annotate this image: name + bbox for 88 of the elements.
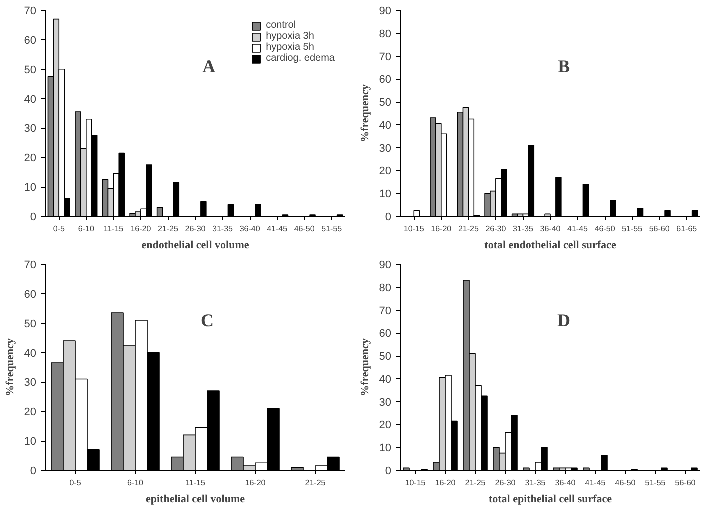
legend-label: hypoxia 5h: [266, 42, 314, 53]
y-tick-label: 70: [24, 6, 37, 18]
y-tick-label: 80: [379, 28, 392, 40]
x-tick-label: 51-55: [622, 224, 644, 234]
y-tick-label: 60: [379, 328, 392, 340]
x-tick-label: 41-45: [585, 478, 606, 488]
y-tick-label: 0: [30, 212, 37, 224]
x-tick-label: 61-65: [676, 224, 698, 234]
y-axis-title: %frequency: [359, 338, 372, 396]
y-axis-title: %frequency: [359, 84, 372, 142]
x-tick-label: 6-10: [127, 478, 144, 488]
x-tick-label: 51-55: [322, 224, 343, 234]
x-axis-title: epithelial cell volume: [146, 494, 246, 506]
x-tick-label: 21-25: [158, 224, 180, 234]
y-tick-label: 50: [379, 97, 392, 110]
x-tick-label: 41-45: [267, 224, 288, 234]
y-tick-label: 70: [379, 51, 392, 64]
y-tick-label: 10: [24, 182, 37, 194]
x-tick-label: 16-20: [130, 224, 152, 234]
y-tick-label: 40: [24, 94, 37, 106]
y-tick-label: 40: [24, 348, 37, 360]
legend-label: cardiog. edema: [266, 53, 335, 64]
x-tick-label: 21-25: [458, 224, 480, 234]
text: D: [558, 310, 570, 330]
x-tick-label: 31-35: [525, 478, 546, 488]
text: A: [202, 56, 216, 76]
y-tick-label: 10: [379, 442, 392, 455]
y-tick-label: 40: [379, 374, 392, 386]
x-tick-label: 11-15: [186, 478, 206, 488]
y-tick-label: 60: [379, 74, 392, 86]
y-tick-label: 60: [24, 34, 37, 47]
y-tick-label: 0: [30, 466, 37, 478]
y-tick-label: 90: [379, 260, 392, 272]
x-tick-label: 36-40: [240, 224, 261, 234]
x-tick-label: 0-5: [70, 478, 82, 488]
x-tick-label: 46-50: [294, 224, 316, 234]
y-tick-label: 50: [24, 64, 37, 76]
x-tick-label: 41-45: [568, 224, 589, 234]
x-tick-label: 16-20: [431, 224, 452, 234]
x-tick-label: 36-40: [540, 224, 562, 234]
y-tick-label: 30: [24, 123, 37, 136]
y-tick-label: 20: [379, 166, 392, 178]
y-tick-label: 10: [24, 436, 37, 448]
x-tick-label: 46-50: [594, 224, 616, 234]
x-tick-label: 51-55: [645, 478, 666, 488]
x-tick-label: 16-20: [435, 478, 456, 488]
x-tick-label: 10-15: [405, 478, 426, 488]
x-tick-label: 16-20: [245, 478, 266, 488]
x-tick-label: 26-30: [185, 224, 206, 234]
x-tick-label: 26-30: [486, 224, 507, 234]
x-tick-label: 46-50: [615, 478, 636, 488]
x-tick-label: 11-15: [104, 224, 124, 234]
x-tick-label: 26-30: [495, 478, 516, 488]
y-tick-label: 0: [385, 212, 392, 224]
x-tick-label: 21-25: [465, 478, 486, 488]
y-tick-label: 30: [24, 377, 37, 390]
x-tick-label: 21-25: [305, 478, 326, 488]
x-tick-label: 56-60: [649, 224, 670, 234]
x-tick-label: 31-35: [212, 224, 234, 234]
y-tick-label: 90: [379, 6, 392, 18]
x-axis-title: total endothelial cell surface: [484, 240, 616, 252]
y-tick-label: 70: [24, 260, 37, 272]
y-tick-label: 80: [379, 282, 392, 294]
legend-label: control: [266, 20, 296, 31]
y-tick-label: 50: [24, 318, 37, 330]
y-tick-label: 10: [379, 188, 392, 201]
y-axis-title: %frequency: [4, 338, 16, 396]
y-tick-label: 0: [385, 466, 392, 478]
y-tick-label: 20: [24, 152, 37, 165]
y-tick-label: 40: [379, 120, 392, 132]
x-axis-title: endothelial cell volume: [142, 240, 250, 252]
y-tick-label: 50: [379, 351, 392, 364]
x-tick-label: 56-60: [675, 478, 696, 488]
x-tick-label: 10-15: [404, 224, 425, 234]
x-tick-label: 0-5: [53, 224, 66, 234]
y-tick-label: 70: [379, 305, 392, 318]
x-axis-title: total epithelial cell surface: [488, 494, 612, 506]
y-tick-label: 30: [379, 396, 392, 409]
y-tick-label: 30: [379, 142, 392, 155]
x-tick-label: 36-40: [555, 478, 576, 488]
y-tick-label: 60: [24, 288, 37, 301]
text: C: [201, 310, 214, 330]
text: B: [558, 56, 570, 76]
y-tick-label: 20: [379, 420, 392, 432]
legend-label: hypoxia 3h: [266, 31, 314, 42]
y-tick-label: 20: [24, 406, 37, 419]
x-tick-label: 31-35: [512, 224, 534, 234]
x-tick-label: 6-10: [78, 224, 95, 234]
